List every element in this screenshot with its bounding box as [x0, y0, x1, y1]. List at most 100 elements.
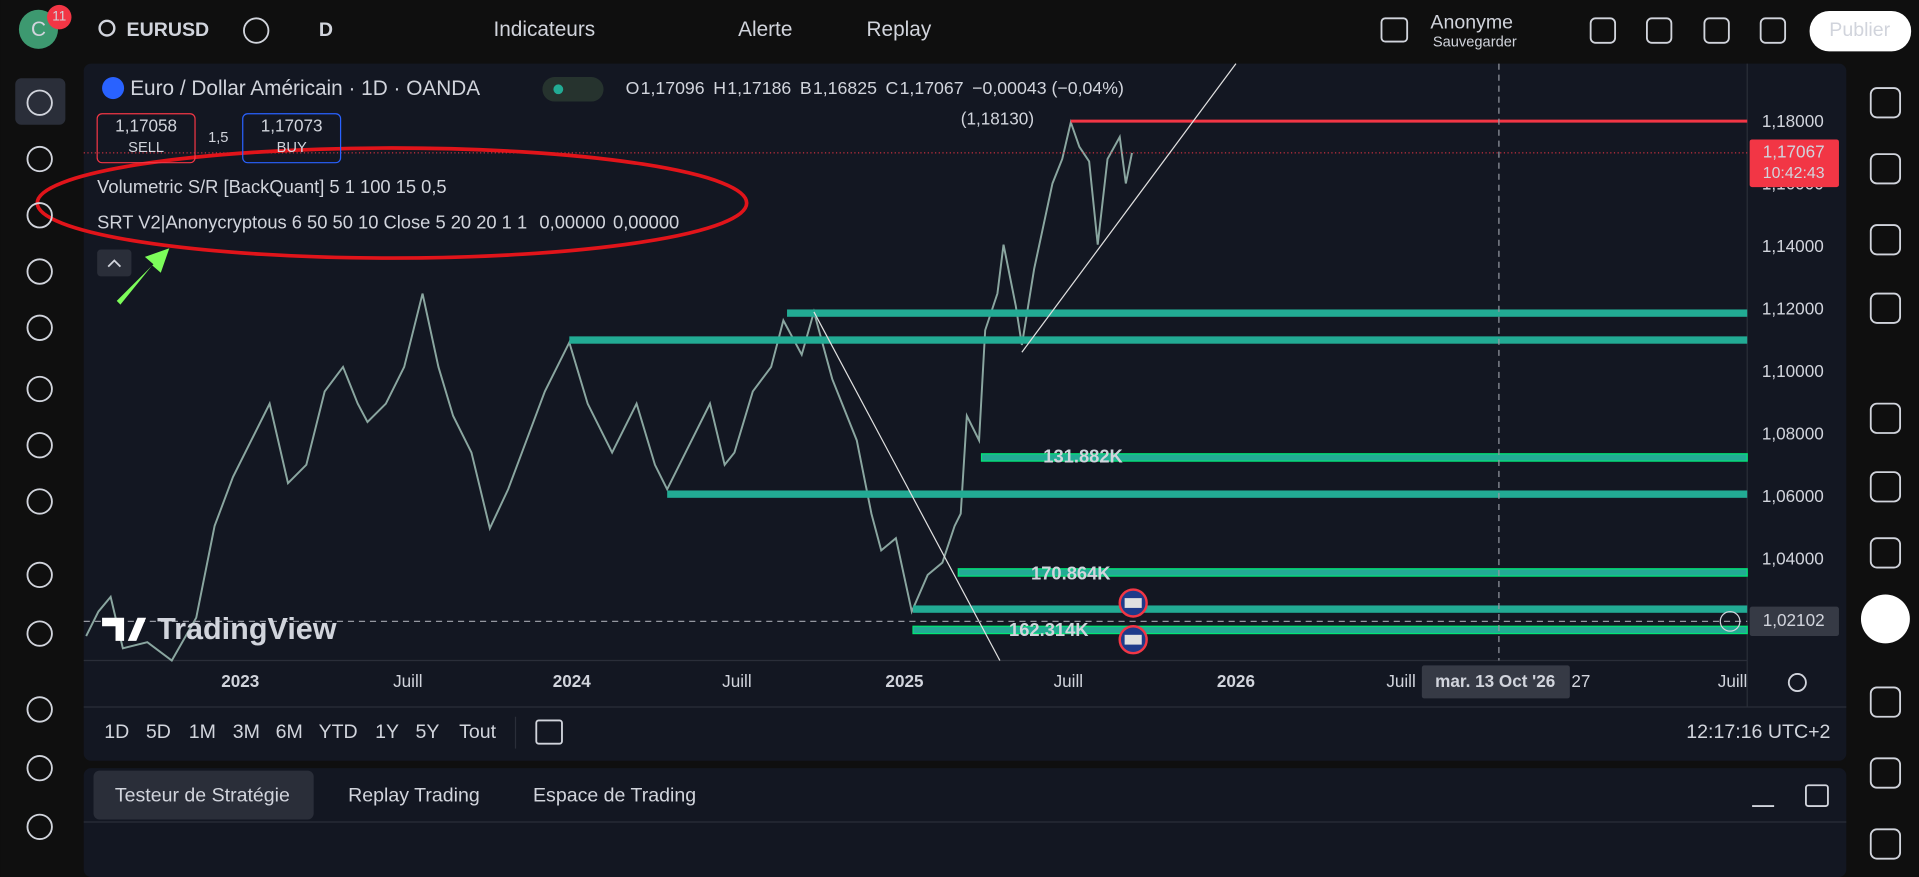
publish-button[interactable]	[1809, 11, 1912, 52]
sr-zone	[913, 605, 1748, 613]
panel-tab[interactable]: Replay Trading	[348, 784, 480, 806]
collapse-button[interactable]	[97, 249, 132, 277]
crosshair-add[interactable]	[1719, 610, 1741, 632]
sidebar-icon[interactable]	[1869, 471, 1902, 503]
tool-icon[interactable]	[26, 89, 53, 116]
crosshair-date: mar. 13 Oct '26	[1435, 672, 1555, 691]
buy-button[interactable]	[242, 113, 342, 164]
sell-price[interactable]: 1,17058	[115, 117, 177, 136]
tool-icon[interactable]	[26, 696, 53, 723]
sidebar-icon[interactable]	[1869, 537, 1902, 569]
add-symbol[interactable]	[243, 17, 270, 44]
indicators-button[interactable]: Indicateurs	[493, 18, 595, 41]
indicator-name: Volumetric S/R [BackQuant] 5 1 100 15 0,…	[97, 176, 446, 197]
maximize-icon[interactable]	[1805, 784, 1829, 807]
price-tick: 1,08000	[1762, 424, 1824, 443]
settings-icon[interactable]	[1787, 673, 1807, 692]
range-button[interactable]: 6M	[276, 721, 303, 743]
replay-button[interactable]: Replay	[867, 18, 932, 41]
badge	[47, 4, 72, 30]
sidebar-icon[interactable]	[1869, 87, 1902, 119]
publish-label[interactable]: Publier	[1829, 19, 1890, 41]
range-button[interactable]: 1Y	[375, 721, 399, 743]
sidebar-icon[interactable]	[1869, 686, 1902, 718]
range-button[interactable]: 1M	[189, 721, 216, 743]
tool-icon[interactable]	[26, 375, 53, 403]
price-tick: 1,14000	[1762, 237, 1824, 256]
tool-icon[interactable]	[26, 488, 53, 515]
badge-count: 11	[52, 9, 66, 24]
price-tick: 1,18000	[1762, 112, 1824, 131]
toolbar-icon[interactable]	[1759, 17, 1787, 44]
collapse-chevron	[107, 259, 122, 268]
sidebar-icon[interactable]	[1869, 292, 1902, 324]
panel-tab[interactable]: Espace de Trading	[533, 784, 696, 806]
buy-price[interactable]: 1,17073	[261, 117, 323, 136]
ohlc-low: 1,16825	[813, 78, 877, 98]
time-tick: Juill	[393, 672, 422, 691]
layout-checkbox[interactable]	[1380, 17, 1409, 43]
tool-icon[interactable]	[26, 145, 53, 173]
ohlc-high: 1,17186	[727, 78, 791, 98]
range-button[interactable]: 5D	[146, 721, 171, 743]
sell-label[interactable]: SELL	[128, 140, 164, 156]
active-tab	[93, 770, 314, 820]
buy-label[interactable]: BUY	[277, 140, 307, 156]
ohlc-low-label: B	[800, 78, 812, 98]
sidebar-apps[interactable]	[1860, 594, 1910, 644]
sidebar-icon[interactable]	[1869, 153, 1902, 185]
volume-label: 170.864K	[1031, 563, 1111, 584]
search-icon[interactable]	[98, 19, 116, 37]
annotation-arrow	[116, 248, 170, 305]
alert-button[interactable]: Alerte	[738, 18, 792, 41]
trend-line	[1021, 63, 1237, 353]
range-button[interactable]: YTD	[319, 721, 358, 743]
user-name: Anonyme	[1430, 11, 1513, 33]
tool-icon[interactable]	[26, 432, 53, 459]
tool-icon[interactable]	[26, 754, 53, 782]
tool-icon[interactable]	[26, 202, 53, 229]
toolbar-icon[interactable]	[1703, 17, 1730, 44]
current-price: 1,17067	[1763, 142, 1825, 161]
time-tick: 2024	[553, 672, 592, 691]
tool-icon[interactable]	[26, 314, 53, 341]
indicator-value: 0,00000	[539, 212, 605, 233]
interval[interactable]: D	[319, 19, 333, 41]
sidebar-icon[interactable]	[1869, 402, 1902, 434]
calendar-icon[interactable]	[535, 719, 563, 745]
sidebar-icon[interactable]	[1869, 828, 1902, 860]
price-tick: 1,10000	[1762, 362, 1824, 381]
avatar-letter: C	[31, 18, 46, 41]
toolbar-icon[interactable]	[1645, 17, 1673, 44]
range-button[interactable]: 1D	[104, 721, 129, 743]
sidebar-icon[interactable]	[1869, 757, 1902, 789]
tool-icon[interactable]	[26, 561, 53, 589]
tool-icon[interactable]	[26, 258, 53, 285]
range-button[interactable]: 5Y	[415, 721, 439, 743]
sell-button[interactable]	[96, 113, 196, 164]
price-trace	[85, 118, 1133, 662]
content: C 11 EURUSD D Indicateurs Alerte Replay Anonyme…	[15, 4, 1912, 860]
range-button[interactable]: 3M	[233, 721, 260, 743]
time-tick: Juill	[1718, 672, 1747, 691]
price-tick: 1,12000	[1762, 299, 1824, 318]
tool-icon[interactable]	[26, 813, 53, 840]
ohlc-open: 1,17096	[641, 78, 705, 98]
save-link[interactable]: Sauvegarder	[1433, 35, 1517, 51]
volume-label: 162.314K	[1009, 619, 1089, 640]
toolbar-icon[interactable]	[1589, 17, 1617, 44]
symbol[interactable]: EURUSD	[127, 19, 210, 41]
panel-tab[interactable]: Testeur de Stratégie	[115, 784, 290, 806]
countdown: 10:42:43	[1763, 165, 1825, 182]
crosshair-date-box	[1421, 665, 1570, 699]
time-tick: Juill	[1386, 672, 1415, 691]
chart-panel	[83, 63, 1847, 761]
range-button[interactable]: Tout	[459, 721, 497, 743]
tool-icon[interactable]	[26, 620, 53, 647]
crosshair-price: 1,02102	[1763, 611, 1825, 630]
sr-zone	[957, 568, 1748, 577]
status-dot	[553, 84, 564, 95]
sidebar-icon[interactable]	[1869, 224, 1902, 256]
current-price-box	[1749, 139, 1839, 188]
